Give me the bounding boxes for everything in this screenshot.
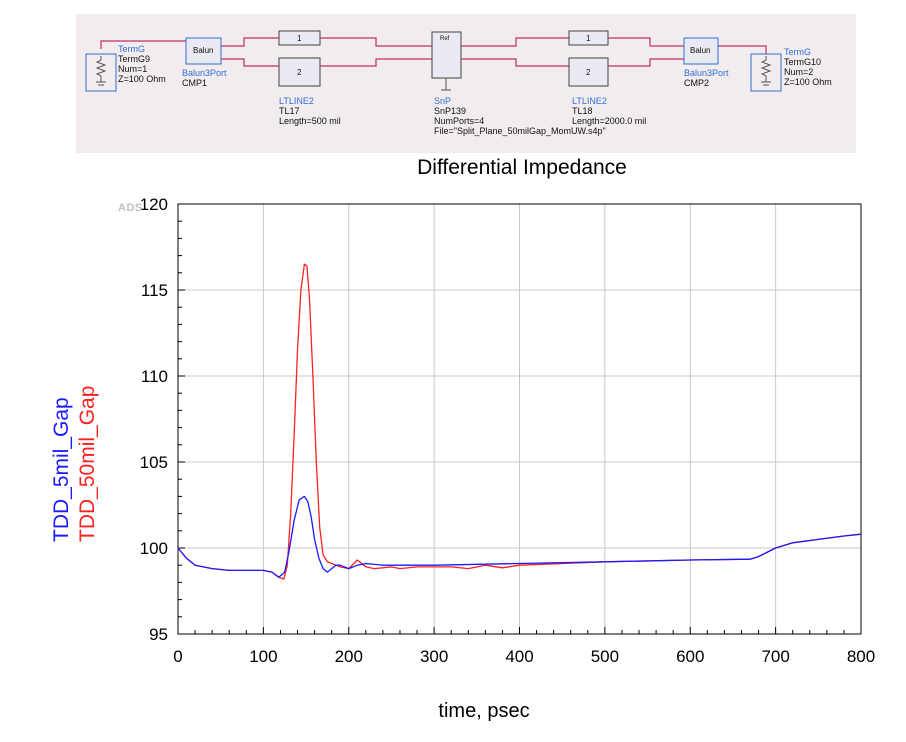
balun2-name: CMP2 [684, 78, 710, 88]
tl18-pin2: 2 [586, 68, 591, 77]
balun1-type: Balun3Port [182, 68, 227, 78]
y-tick-label: 95 [149, 625, 168, 644]
x-tick-label: 0 [173, 647, 182, 666]
x-tick-label: 700 [761, 647, 789, 666]
tl18-length: Length=2000.0 mil [572, 116, 647, 126]
chart-tick-labels: 0 100 200 300 400 500 600 700 800 95 100 105 110 115 1… [140, 195, 876, 666]
snp-name: SnP139 [434, 106, 467, 116]
snp-numports: NumPorts=4 [434, 116, 485, 126]
termg10-z: Z=100 Ohm [784, 77, 832, 87]
snp-symbol[interactable] [431, 31, 462, 91]
x-tick-label: 200 [335, 647, 363, 666]
x-tick-label: 800 [847, 647, 875, 666]
x-axis-label: time, psec [438, 700, 530, 722]
termg9-symbol[interactable] [85, 53, 117, 92]
tl17-type: LTLINE2 [279, 96, 314, 106]
y-tick-label: 110 [141, 367, 168, 386]
snp-type: SnP [434, 96, 452, 106]
schematic-panel: Balun 1 2 Ref 1 2 Balun TermG TermG9 Num… [76, 14, 856, 153]
y-tick-label: 100 [140, 539, 168, 558]
tl18-pin1: 1 [586, 34, 591, 43]
tl17-pin2: 2 [297, 68, 302, 77]
y-tick-label: 120 [140, 195, 168, 214]
chart-grid [177, 203, 862, 635]
termg9-z: Z=100 Ohm [118, 74, 166, 84]
balun1-name: CMP1 [182, 78, 208, 88]
ads-watermark: ADS [118, 202, 143, 214]
termg10-type: TermG [784, 47, 811, 57]
schematic-diagram [85, 30, 782, 92]
tl18-symbol[interactable] [568, 30, 609, 87]
plot-frame [177, 203, 862, 635]
y-tick-label: 115 [141, 281, 168, 300]
balun2-box-text: Balun [690, 46, 711, 55]
y-tick-label: 105 [140, 453, 168, 472]
balun1-box-text: Balun [193, 46, 214, 55]
tl17-symbol[interactable] [278, 30, 321, 87]
tl17-name: TL17 [279, 106, 300, 116]
tl17-pin1: 1 [297, 34, 302, 43]
balun2-type: Balun3Port [684, 68, 729, 78]
termg10-num: Num=2 [784, 67, 814, 77]
termg10-symbol[interactable] [750, 53, 782, 92]
x-tick-label: 300 [420, 647, 448, 666]
termg9-num: Num=1 [118, 64, 148, 74]
termg9-type: TermG [118, 44, 145, 54]
snp-box-text: Ref [440, 36, 450, 42]
chart-title: Differential Impedance [417, 156, 627, 179]
x-tick-label: 100 [249, 647, 277, 666]
balun1-symbol[interactable] [185, 37, 222, 65]
balun2-symbol[interactable] [683, 37, 719, 65]
schematic-wires [100, 37, 767, 67]
x-tick-label: 500 [591, 647, 619, 666]
chart-series [177, 263, 862, 580]
tl18-name: TL18 [572, 106, 593, 116]
x-tick-label: 400 [505, 647, 533, 666]
snp-file: File="Split_Plane_50milGap_MomUW.s4p" [434, 126, 606, 136]
y-axis-label-50mil: TDD_50mil_Gap [76, 385, 99, 542]
series-line-TDD_5mil_Gap [177, 495, 862, 578]
termg10-name: TermG10 [784, 57, 822, 67]
tl17-length: Length=500 mil [279, 116, 341, 126]
termg9-name: TermG9 [118, 54, 151, 64]
x-tick-label: 600 [676, 647, 704, 666]
y-axis-label-5mil: TDD_5mil_Gap [50, 397, 73, 542]
tl18-type: LTLINE2 [572, 96, 607, 106]
